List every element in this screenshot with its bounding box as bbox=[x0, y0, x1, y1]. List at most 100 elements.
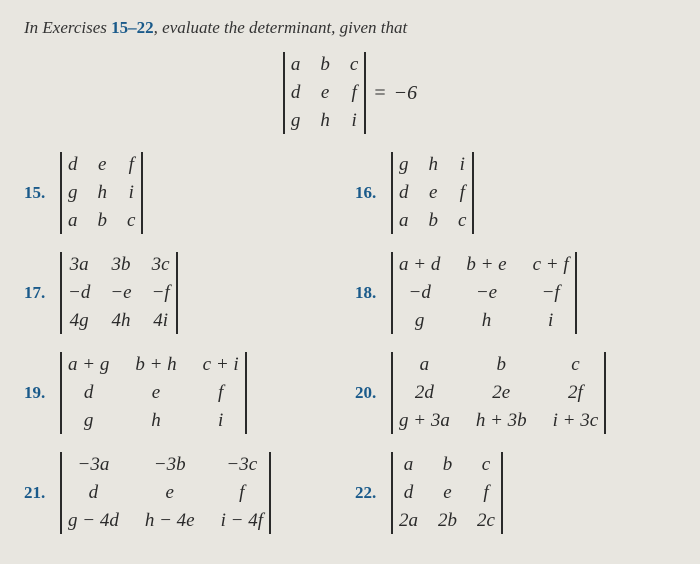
header-prefix: In Exercises bbox=[24, 18, 111, 37]
det-bar-right bbox=[176, 252, 178, 334]
cell: d bbox=[399, 182, 409, 204]
cell: −f bbox=[152, 282, 170, 304]
cell: a + d bbox=[399, 254, 440, 276]
determinant: a + gb + hc + idefghi bbox=[60, 352, 247, 434]
cell: h bbox=[135, 410, 176, 432]
cell: a bbox=[399, 210, 409, 232]
cell: d bbox=[68, 382, 109, 404]
cell: a bbox=[399, 354, 450, 376]
cell: 2b bbox=[438, 510, 457, 532]
cell: a bbox=[399, 454, 418, 476]
cell: g + 3a bbox=[399, 410, 450, 432]
cell: −3c bbox=[221, 454, 263, 476]
exercise-17: 17.3a3b3c−d−e−f4g4h4i bbox=[24, 252, 345, 334]
det-bar-right bbox=[245, 352, 247, 434]
exercise-header: In Exercises 15–22, evaluate the determi… bbox=[24, 18, 676, 38]
cell: b bbox=[429, 210, 439, 232]
exercise-18: 18.a + db + ec + f−d−e−fghi bbox=[355, 252, 676, 334]
cell: d bbox=[291, 82, 301, 104]
cell: i bbox=[458, 154, 466, 176]
determinant: 3a3b3c−d−e−f4g4h4i bbox=[60, 252, 178, 334]
cell: 2a bbox=[399, 510, 418, 532]
cell: f bbox=[458, 182, 466, 204]
determinant: defghiabc bbox=[60, 152, 143, 234]
cell: b bbox=[98, 210, 108, 232]
cell: c bbox=[127, 210, 135, 232]
cell: 2f bbox=[553, 382, 599, 404]
cell: h bbox=[320, 110, 330, 132]
det-bar-right bbox=[141, 152, 143, 234]
cell: i + 3c bbox=[553, 410, 599, 432]
cell: e bbox=[438, 482, 457, 504]
cell: c bbox=[477, 454, 495, 476]
cell: c + f bbox=[533, 254, 569, 276]
det-bar-right bbox=[604, 352, 606, 434]
cell: 2c bbox=[477, 510, 495, 532]
cell: −e bbox=[466, 282, 506, 304]
cell: −3b bbox=[145, 454, 195, 476]
cell: b + e bbox=[466, 254, 506, 276]
cell: d bbox=[399, 482, 418, 504]
cell: g bbox=[68, 410, 109, 432]
cell: 2d bbox=[399, 382, 450, 404]
cell: g bbox=[68, 182, 78, 204]
cell: i − 4f bbox=[221, 510, 263, 532]
det-bar-right bbox=[269, 452, 271, 534]
cell: c bbox=[458, 210, 466, 232]
exercise-number: 19. bbox=[24, 383, 54, 403]
det-bar-right bbox=[501, 452, 503, 534]
cell: f bbox=[127, 154, 135, 176]
exercise-16: 16.ghidefabc bbox=[355, 152, 676, 234]
cell: 3b bbox=[110, 254, 131, 276]
cell: b bbox=[320, 54, 330, 76]
cell: d bbox=[68, 154, 78, 176]
cell: e bbox=[145, 482, 195, 504]
cell: −f bbox=[533, 282, 569, 304]
cell: f bbox=[203, 382, 239, 404]
cell: c + i bbox=[203, 354, 239, 376]
exercise-number: 15. bbox=[24, 183, 54, 203]
cell: a + g bbox=[68, 354, 109, 376]
determinant: −3a−3b−3cdefg − 4dh − 4ei − 4f bbox=[60, 452, 271, 534]
cell: h bbox=[98, 182, 108, 204]
exercise-number: 20. bbox=[355, 383, 385, 403]
det-cells: abc def 2a 2b 2c bbox=[393, 452, 501, 534]
given-value: −6 bbox=[394, 82, 418, 105]
cell: e bbox=[98, 154, 108, 176]
cell: i bbox=[203, 410, 239, 432]
cell: a bbox=[291, 54, 301, 76]
cell: g − 4d bbox=[68, 510, 119, 532]
cell: i bbox=[127, 182, 135, 204]
cell: e bbox=[135, 382, 176, 404]
determinant: abc2d2e2fg + 3ah + 3bi + 3c bbox=[391, 352, 606, 434]
equals-sign: = bbox=[374, 82, 385, 105]
det-cells: a + db + ec + f−d−e−fghi bbox=[393, 252, 575, 334]
det-cells: a + gb + hc + idefghi bbox=[62, 352, 245, 434]
cell: d bbox=[68, 482, 119, 504]
det-bar-right bbox=[575, 252, 577, 334]
det-cells: ghidefabc bbox=[393, 152, 472, 234]
cell: b bbox=[438, 454, 457, 476]
cell: g bbox=[399, 154, 409, 176]
cell: g bbox=[399, 310, 440, 332]
det-cells: abc2d2e2fg + 3ah + 3bi + 3c bbox=[393, 352, 604, 434]
exercise-number: 18. bbox=[355, 283, 385, 303]
cell: b bbox=[476, 354, 527, 376]
cell: i bbox=[533, 310, 569, 332]
det-cells: −3a−3b−3cdefg − 4dh − 4ei − 4f bbox=[62, 452, 269, 534]
cell: h + 3b bbox=[476, 410, 527, 432]
cell: f bbox=[221, 482, 263, 504]
cell: f bbox=[350, 82, 358, 104]
cell: 4h bbox=[110, 310, 131, 332]
det-bar-right bbox=[472, 152, 474, 234]
exercise-number: 22. bbox=[355, 483, 385, 503]
cell: i bbox=[350, 110, 358, 132]
cell: e bbox=[429, 182, 439, 204]
exercise-number: 21. bbox=[24, 483, 54, 503]
det-cells: a b c d e f g h i bbox=[285, 52, 364, 134]
cell: −d bbox=[399, 282, 440, 304]
exercise-15: 15.defghiabc bbox=[24, 152, 345, 234]
exercise-20: 20.abc2d2e2fg + 3ah + 3bi + 3c bbox=[355, 352, 676, 434]
determinant: a + db + ec + f−d−e−fghi bbox=[391, 252, 577, 334]
cell: f bbox=[477, 482, 495, 504]
